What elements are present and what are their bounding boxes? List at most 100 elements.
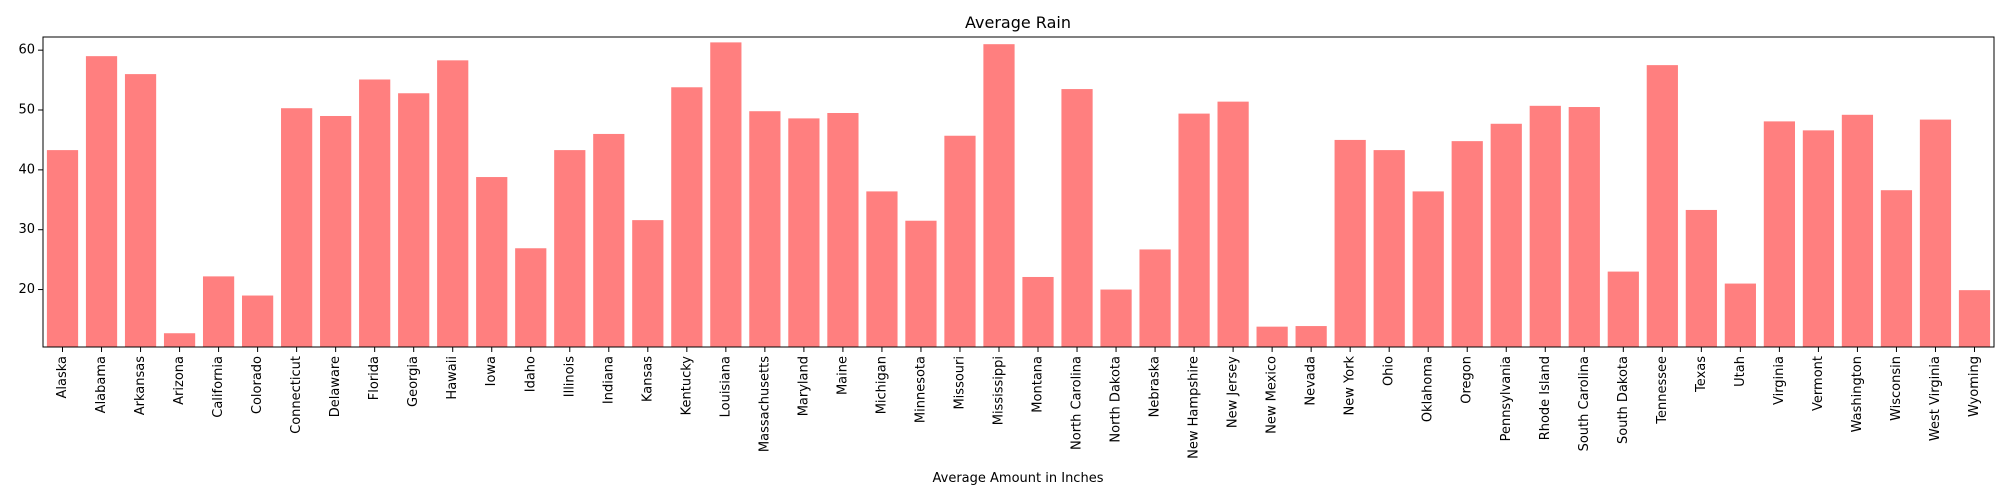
x-tick-label: Kentucky	[679, 356, 694, 416]
x-tick-label: California	[211, 356, 226, 418]
bar-maryland	[788, 118, 820, 348]
x-tick-label: Alaska	[55, 356, 70, 399]
chart-title: Average Rain	[965, 13, 1071, 32]
x-tick-label: Louisiana	[718, 356, 733, 417]
y-tick-label: 60	[18, 43, 35, 58]
x-tick-label: West Virginia	[1928, 356, 1943, 441]
bar-rhode-island	[1529, 105, 1561, 348]
bar-kentucky	[671, 87, 703, 348]
bar-texas	[1685, 209, 1717, 347]
bars-group	[46, 42, 1991, 348]
bar-washington	[1841, 114, 1874, 347]
x-tick-label: Illinois	[562, 356, 577, 397]
x-tick-label: Florida	[367, 356, 382, 400]
bar-nevada	[1295, 326, 1327, 347]
bar-michigan	[866, 191, 898, 347]
bar-colorado	[242, 295, 274, 347]
bar-wisconsin	[1880, 190, 1913, 347]
bar-iowa	[476, 177, 508, 347]
x-tick-label: Kansas	[640, 356, 655, 402]
bar-minnesota	[905, 220, 937, 347]
x-axis: Alaska Alabama Arkansas Arizona California Co…	[55, 347, 1982, 459]
x-tick-label: Vermont	[1811, 356, 1826, 411]
x-tick-label: North Dakota	[1109, 356, 1124, 443]
bar-new-york	[1334, 139, 1366, 347]
bar-west-virginia	[1919, 119, 1952, 347]
x-tick-label: Connecticut	[289, 356, 304, 434]
x-tick-label: New Jersey	[1226, 356, 1241, 428]
x-axis-label: Average Amount in Inches	[933, 471, 1104, 486]
bar-california	[202, 276, 235, 347]
x-tick-label: Hawaii	[445, 356, 460, 400]
bar-hawaii	[437, 60, 469, 347]
bar-alabama	[85, 56, 118, 348]
x-tick-label: Michigan	[874, 356, 889, 414]
bar-delaware	[320, 115, 352, 347]
bar-wyoming	[1958, 290, 1991, 347]
y-tick-label: 20	[18, 282, 35, 297]
bar-alaska	[46, 150, 79, 347]
bar-connecticut	[281, 108, 313, 347]
x-tick-label: North Carolina	[1070, 356, 1085, 450]
y-tick-label: 50	[18, 103, 35, 118]
x-tick-label: Maryland	[796, 356, 811, 416]
x-tick-label: Nebraska	[1148, 356, 1163, 417]
x-tick-label: Oregon	[1460, 356, 1475, 404]
bar-montana	[1022, 276, 1054, 347]
x-tick-label: Ohio	[1382, 356, 1397, 386]
x-tick-label: Oklahoma	[1421, 356, 1436, 422]
x-tick-label: Nevada	[1304, 356, 1319, 406]
bar-north-dakota	[1100, 289, 1132, 347]
x-tick-label: Arkansas	[133, 356, 148, 415]
bar-missouri	[944, 135, 976, 347]
x-tick-label: Washington	[1850, 356, 1865, 432]
x-tick-label: New Mexico	[1265, 356, 1280, 434]
bar-utah	[1724, 283, 1756, 347]
x-tick-label: Idaho	[523, 356, 538, 392]
x-tick-label: Georgia	[406, 356, 421, 407]
y-tick-label: 30	[18, 222, 35, 237]
bar-oklahoma	[1412, 191, 1444, 347]
bar-oregon	[1451, 141, 1483, 347]
x-tick-label: Missouri	[952, 356, 967, 410]
x-tick-label: South Carolina	[1577, 356, 1592, 451]
bar-ohio	[1373, 150, 1405, 347]
bar-kansas	[632, 220, 664, 347]
x-tick-label: Wyoming	[1967, 356, 1982, 417]
bar-south-carolina	[1568, 107, 1600, 347]
x-tick-label: Alabama	[94, 356, 109, 413]
x-tick-label: Indiana	[601, 356, 616, 404]
plot-frame	[42, 36, 1995, 348]
bar-louisiana	[710, 42, 742, 347]
bar-massachusetts	[749, 111, 781, 347]
x-tick-label: Utah	[1733, 356, 1748, 387]
bar-arizona	[163, 333, 196, 347]
bar-new-hampshire	[1178, 113, 1210, 347]
x-tick-label: Tennessee	[1655, 356, 1670, 425]
bar-nebraska	[1139, 249, 1171, 347]
bar-mississippi	[983, 44, 1015, 348]
y-axis: 20 30 40 50 60	[18, 43, 43, 297]
y-tick-label: 40	[18, 162, 35, 177]
bar-arkansas	[124, 74, 157, 347]
x-tick-label: South Dakota	[1616, 356, 1631, 444]
bar-virginia	[1763, 121, 1795, 348]
bar-north-carolina	[1061, 89, 1093, 347]
bar-tennessee	[1646, 65, 1678, 347]
x-tick-label: Wisconsin	[1889, 356, 1904, 421]
x-tick-label: Delaware	[328, 356, 343, 417]
bar-illinois	[554, 150, 586, 347]
x-tick-label: Minnesota	[913, 356, 928, 423]
x-tick-label: New York	[1343, 356, 1358, 416]
x-tick-label: Iowa	[484, 356, 499, 386]
bar-south-dakota	[1607, 271, 1639, 347]
bar-idaho	[515, 248, 547, 347]
bar-new-jersey	[1217, 101, 1249, 347]
bar-pennsylvania	[1490, 123, 1522, 347]
bar-georgia	[398, 93, 430, 348]
x-tick-label: New Hampshire	[1187, 356, 1202, 459]
bar-maine	[827, 113, 859, 347]
x-tick-label: Texas	[1694, 356, 1709, 393]
x-tick-label: Virginia	[1772, 356, 1787, 405]
bar-florida	[359, 79, 391, 347]
